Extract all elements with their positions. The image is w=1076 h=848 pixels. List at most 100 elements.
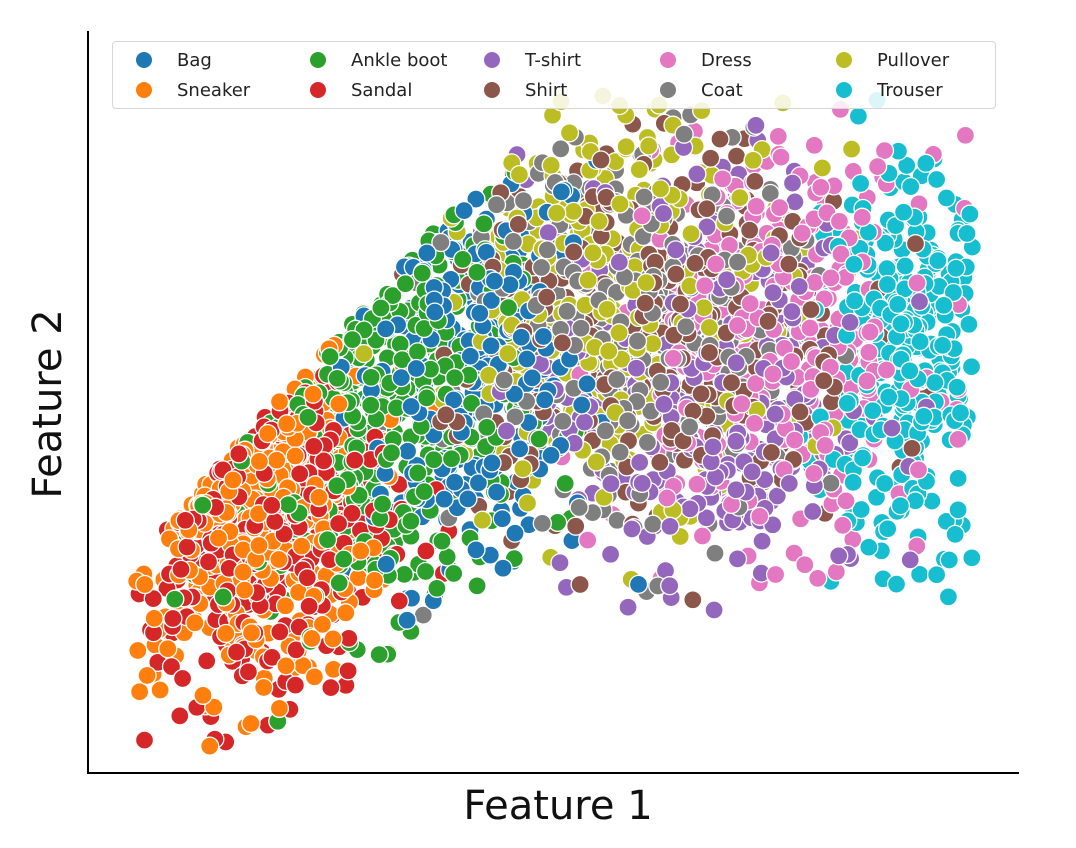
- scatter-point-t-shirt: [761, 243, 781, 263]
- scatter-point-trouser: [848, 106, 869, 126]
- legend-label: Dress: [701, 49, 752, 71]
- legend-item-t-shirt: T-shirt: [483, 48, 581, 72]
- scatter-point-trouser: [850, 173, 871, 194]
- scatter-point-sneaker: [185, 613, 205, 633]
- scatter-point-trouser: [928, 250, 948, 271]
- scatter-point-shirt: [905, 234, 926, 254]
- scatter-point-dress: [948, 429, 968, 450]
- scatter-point-dress: [732, 394, 752, 414]
- scatter-point-trouser: [950, 403, 971, 423]
- scatter-point-ankle-boot: [444, 563, 464, 584]
- scatter-point-coat: [627, 331, 648, 351]
- scatter-point-bag: [401, 396, 421, 417]
- scatter-point-bag: [572, 395, 592, 415]
- legend-item-coat: Coat: [659, 78, 743, 102]
- scatter-point-ankle-boot: [412, 263, 432, 283]
- scatter-point-ankle-boot: [445, 368, 465, 388]
- scatter-point-shirt: [790, 402, 810, 422]
- scatter-point-ankle-boot: [327, 476, 347, 496]
- scatter-point-dress: [908, 460, 929, 480]
- scatter-point-ankle-boot: [372, 494, 393, 514]
- scatter-point-ankle-boot: [361, 395, 381, 415]
- scatter-point-shirt: [745, 171, 765, 192]
- scatter-point-t-shirt: [687, 164, 707, 184]
- scatter-point-sandal: [314, 451, 334, 471]
- scatter-point-t-shirt: [626, 358, 647, 378]
- scatter-point-shirt: [697, 199, 717, 219]
- scatter-point-dress: [907, 273, 927, 293]
- scatter-point-pullover: [517, 493, 538, 513]
- scatter-point-sandal: [321, 677, 341, 698]
- scatter-point-trouser: [961, 357, 982, 377]
- scatter-point-sandal: [304, 436, 324, 456]
- scatter-point-dress: [695, 276, 715, 296]
- legend-marker: [835, 51, 853, 69]
- scatter-point-bag: [493, 558, 513, 578]
- scatter-point-coat: [705, 543, 725, 563]
- scatter-point-ankle-boot: [329, 573, 349, 593]
- scatter-point-sandal: [328, 513, 349, 534]
- scatter-point-sneaker: [208, 528, 229, 548]
- scatter-point-t-shirt: [550, 553, 570, 573]
- scatter-point-dress: [804, 135, 824, 155]
- scatter-point-t-shirt: [660, 516, 680, 536]
- scatter-point-dress: [811, 177, 831, 197]
- scatter-point-trouser: [890, 496, 911, 516]
- scatter-point-trouser: [888, 294, 908, 315]
- scatter-point-coat: [634, 187, 654, 207]
- scatter-point-sneaker: [275, 596, 296, 616]
- scatter-point-shirt: [570, 574, 590, 595]
- legend-item-ankle-boot: Ankle boot: [309, 48, 447, 72]
- scatter-point-trouser: [901, 176, 921, 197]
- scatter-point-sneaker: [302, 628, 322, 649]
- scatter-point-trouser: [910, 331, 930, 352]
- scatter-point-coat: [760, 183, 780, 204]
- scatter-point-dress: [578, 530, 598, 550]
- scatter-point-sandal: [290, 464, 310, 484]
- scatter-point-pullover: [841, 139, 862, 159]
- scatter-point-pullover: [650, 179, 671, 199]
- scatter-point-sandal: [163, 608, 183, 629]
- scatter-point-t-shirt: [746, 115, 766, 136]
- scatter-point-pullover: [354, 343, 374, 364]
- scatter-point-pullover: [616, 137, 636, 157]
- scatter-point-coat: [821, 473, 841, 493]
- scatter-point-dress: [876, 360, 897, 380]
- scatter-point-t-shirt: [840, 433, 860, 453]
- scatter-point-shirt: [683, 590, 703, 610]
- scatter-point-trouser: [960, 204, 980, 224]
- legend-marker: [309, 51, 327, 69]
- scatter-point-ankle-boot: [427, 578, 447, 598]
- scatter-point-dress: [744, 413, 765, 434]
- scatter-point-dress: [829, 211, 850, 231]
- legend-marker: [483, 51, 501, 69]
- scatter-point-t-shirt: [618, 597, 638, 617]
- scatter-point-bag: [481, 336, 501, 356]
- scatter-point-ankle-boot: [317, 530, 338, 550]
- scatter-point-bag: [500, 275, 520, 295]
- scatter-point-bag: [468, 473, 489, 493]
- scatter-point-bag: [486, 482, 507, 502]
- legend-label: Sneaker: [177, 79, 251, 101]
- scatter-point-pullover: [513, 459, 533, 479]
- scatter-point-sandal: [416, 541, 436, 561]
- scatter-point-t-shirt: [900, 550, 920, 570]
- scatter-point-trouser: [925, 372, 945, 393]
- scatter-point-t-shirt: [696, 508, 717, 528]
- scatter-point-shirt: [739, 220, 760, 240]
- scatter-point-sandal: [229, 444, 249, 464]
- scatter-point-shirt: [683, 401, 703, 421]
- scatter-point-sneaker: [336, 603, 356, 623]
- scatter-point-bag: [466, 540, 486, 560]
- scatter-point-sneaker: [144, 608, 164, 629]
- scatter-point-t-shirt: [630, 452, 650, 473]
- scatter-point-shirt: [721, 373, 742, 393]
- scatter-point-sandal: [338, 661, 358, 681]
- scatter-point-t-shirt: [882, 418, 902, 438]
- scatter-point-sneaker: [312, 614, 333, 635]
- scatter-point-shirt: [814, 371, 834, 391]
- scatter-point-sandal: [299, 596, 319, 616]
- scatter-point-shirt: [699, 342, 720, 363]
- scatter-point-t-shirt: [727, 549, 748, 569]
